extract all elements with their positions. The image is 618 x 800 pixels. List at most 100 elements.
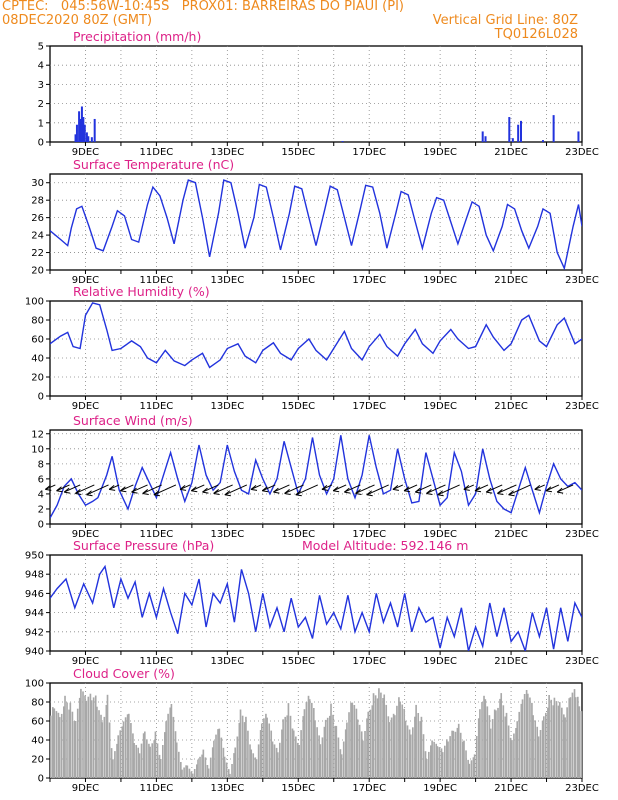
precip-bar xyxy=(85,132,88,142)
cloud-bar xyxy=(227,769,230,778)
cloud-bar xyxy=(87,696,90,778)
cloud-bar xyxy=(311,702,313,778)
x-tick-label: 13DEC xyxy=(210,783,244,794)
wind-arrow xyxy=(508,484,531,496)
cloud-bar xyxy=(181,769,183,778)
wind-arrow xyxy=(153,484,177,496)
cloud-bar xyxy=(167,713,169,778)
cloud-bar xyxy=(456,727,459,778)
cloud-bar xyxy=(387,716,390,778)
cloud-bar xyxy=(578,706,581,778)
chart-panel-6: Cloud Cover (%) 0 20 40 60 80 100 9DEC 11DEC 13DE… xyxy=(25,666,599,794)
cloud-bar xyxy=(135,745,138,778)
wind-arrow-head xyxy=(131,487,138,494)
cloud-bar xyxy=(263,718,265,778)
wind-arrow xyxy=(556,484,574,493)
wind-arrow-head xyxy=(508,490,515,497)
precip-bar xyxy=(541,140,544,142)
cloud-bar xyxy=(114,751,116,778)
cloud-bar xyxy=(420,716,423,778)
x-tick-label: 17DEC xyxy=(352,401,386,412)
cloud-bar xyxy=(186,765,189,778)
cloud-bar xyxy=(324,719,327,778)
cloud-bar xyxy=(249,744,251,778)
precip-bar xyxy=(517,124,520,142)
chart-panel-5: Surface Pressure (hPa) Model Altitude: 59… xyxy=(25,538,599,667)
cloud-bar xyxy=(286,715,289,778)
cloud-bar xyxy=(69,702,72,778)
cloud-bar xyxy=(298,745,300,778)
wind-arrow-head xyxy=(414,487,422,494)
cloud-bar xyxy=(50,715,52,778)
cloud-bar xyxy=(100,714,102,778)
cloud-bar xyxy=(133,743,135,778)
precip-bar xyxy=(552,115,555,142)
cloud-bar xyxy=(130,723,132,778)
cloud-bar xyxy=(112,759,114,778)
cloud-bar xyxy=(68,709,70,778)
wind-arrow-head xyxy=(179,485,187,491)
cloud-bar xyxy=(479,709,481,778)
precip-bar xyxy=(75,124,78,142)
cloud-bar xyxy=(481,702,483,778)
cloud-bar xyxy=(513,733,515,778)
cloud-bar xyxy=(287,703,290,778)
y-tick-label: 20 xyxy=(31,755,44,766)
cloud-bar xyxy=(90,700,93,778)
cloud-bar xyxy=(300,730,302,778)
cloud-bar xyxy=(495,710,497,778)
cloud-bar xyxy=(323,726,326,778)
cloud-bar xyxy=(552,705,555,778)
x-tick-label: 23DEC xyxy=(565,783,599,794)
cloud-bar xyxy=(92,697,95,778)
cloud-bar xyxy=(151,743,154,778)
wind-arrow xyxy=(437,484,460,496)
x-tick-label: 17DEC xyxy=(352,656,386,667)
wind-arrow xyxy=(485,484,503,493)
cloud-bar xyxy=(174,731,177,778)
cloud-bar xyxy=(190,771,193,778)
series-line xyxy=(50,564,582,651)
panel-title: Relative Humidity (%) xyxy=(73,284,210,299)
cloud-bar xyxy=(74,721,77,778)
cloud-bar xyxy=(53,708,56,778)
cloud-bar xyxy=(465,750,467,778)
cloud-bar xyxy=(355,708,358,778)
cloud-bar xyxy=(233,753,235,778)
precip-bar xyxy=(577,131,580,142)
x-tick-label: 15DEC xyxy=(281,401,315,412)
cloud-bar xyxy=(180,762,182,778)
x-tick-label: 9DEC xyxy=(72,275,99,286)
cloud-bar xyxy=(291,728,294,778)
cloud-bar xyxy=(255,759,258,778)
cloud-bar xyxy=(436,746,439,778)
cloud-bar xyxy=(415,704,417,778)
precip-bar xyxy=(83,124,86,142)
y-tick-label: 0 xyxy=(38,138,44,149)
y-tick-label: 40 xyxy=(31,736,44,747)
cloud-bar xyxy=(137,747,140,778)
cloud-bar xyxy=(239,709,242,778)
wind-arrow xyxy=(295,484,318,496)
cloud-bar xyxy=(96,706,98,778)
cloud-bar xyxy=(505,712,508,778)
cloud-bar xyxy=(223,756,226,778)
y-tick-label: 30 xyxy=(31,178,44,189)
x-tick-label: 23DEC xyxy=(565,529,599,540)
cloud-bar xyxy=(404,720,407,778)
cloud-bar xyxy=(553,697,556,778)
y-tick-label: 22 xyxy=(31,248,44,259)
cloud-bar xyxy=(185,765,187,778)
cloud-bar xyxy=(330,703,332,778)
wind-arrow xyxy=(56,484,70,492)
wind-arrow xyxy=(366,484,389,496)
y-tick-label: 942 xyxy=(25,627,44,638)
cloud-bar xyxy=(573,689,576,778)
cloud-bar xyxy=(284,716,287,778)
wind-arrow xyxy=(142,484,162,494)
cloud-bar xyxy=(493,709,496,778)
x-tick-label: 9DEC xyxy=(72,147,99,158)
wind-arrow-head xyxy=(86,490,93,497)
cloud-bar xyxy=(206,765,209,778)
cloud-bar xyxy=(257,744,260,778)
